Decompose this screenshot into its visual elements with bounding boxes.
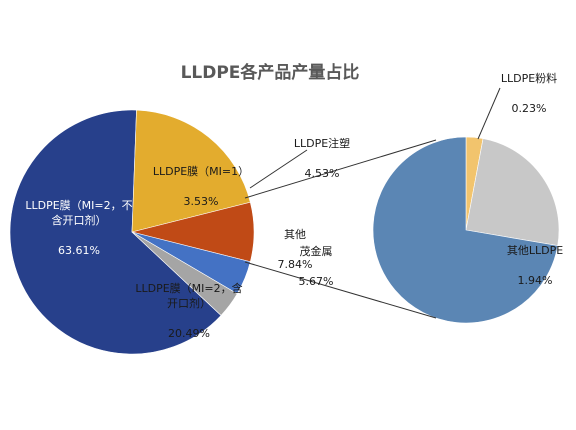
slice-film-mi1 (131, 231, 238, 316)
slice-label-injection: LLDPE注塑 4.53% (272, 121, 372, 181)
connector-line-bottom (244, 261, 437, 319)
slice-label-film-antiblock: LLDPE膜（MI=2，含 开口剂） 20.49% (124, 266, 254, 341)
slice-name: LLDPE膜（MI=2，含 开口剂） (135, 282, 243, 310)
slice-label-powder: LLDPE粉料 0.23% (486, 56, 572, 116)
slice-film-no-antiblock (9, 109, 222, 355)
slice-name: LLDPE膜（MI=1） (152, 165, 250, 178)
slice-label-metallocene: 茂金属 5.67% (276, 229, 356, 289)
slice-value: 7.84% (277, 258, 313, 271)
slice-value: 4.53% (304, 167, 340, 180)
slice-value: 1.94% (517, 274, 553, 287)
slice-label-film-mi1: LLDPE膜（MI=1） 3.53% (146, 149, 256, 209)
slice-value: 63.61% (58, 244, 100, 257)
slice-value: 20.49% (168, 327, 210, 340)
slice-label-other: 其他 7.84% (260, 212, 330, 272)
leader-line-powder (477, 87, 501, 140)
slice-name: LLDPE注塑 (293, 137, 351, 150)
slice-film-antiblock (131, 109, 251, 233)
slice-name: LLDPE粉料 (500, 72, 558, 85)
slice-other-lldpe (465, 138, 560, 246)
slice-value: 0.23% (511, 102, 547, 115)
slice-label-film-no-antiblock: LLDPE膜（MI=2，不 含开口剂） 63.61% (14, 183, 144, 258)
slice-name: LLDPE膜（MI=2，不 含开口剂） (25, 199, 133, 227)
chart-title: LLDPE各产品产量占比 (180, 63, 360, 83)
slice-name: 茂金属 (299, 245, 333, 258)
slice-label-other-lldpe: 其他LLDPE 1.94% (496, 228, 574, 288)
connector-line-top (244, 139, 437, 199)
slice-value: 3.53% (183, 195, 219, 208)
leader-line-injection (249, 149, 308, 189)
slice-name: 其他 (284, 228, 306, 241)
slice-metallocene (372, 136, 559, 324)
slice-name: 其他LLDPE (506, 244, 564, 257)
slice-value: 5.67% (298, 275, 334, 288)
